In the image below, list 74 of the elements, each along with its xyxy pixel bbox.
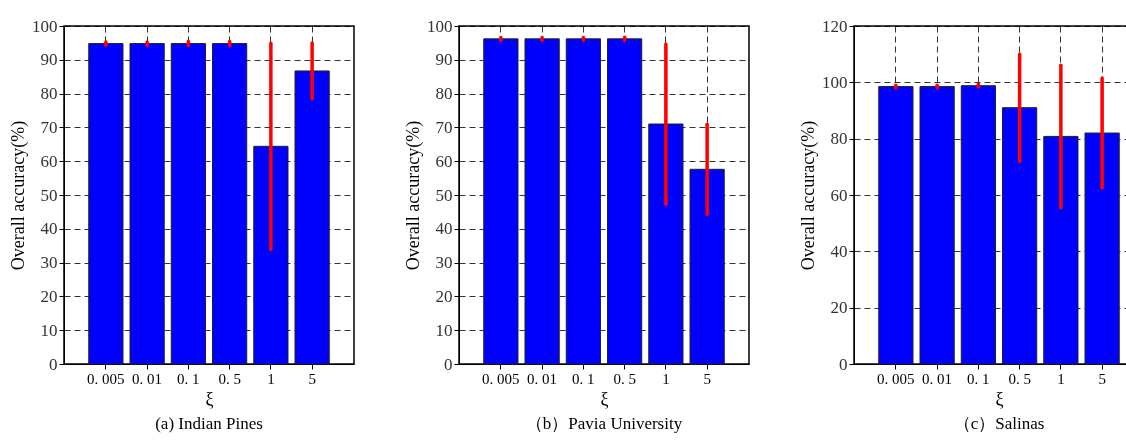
y-tick-label: 60 [435,151,453,171]
bar [88,43,124,365]
bar [170,43,206,365]
y-axis-title: Overall accuracy(%) [403,120,424,271]
bar [294,70,330,365]
y-tick-label: 100 [32,16,58,36]
y-tick-label: 70 [40,117,58,137]
x-tick-label: 1 [662,370,670,387]
y-tick-label: 40 [830,241,848,261]
x-tick-label: 1 [267,370,275,387]
bar [565,38,601,365]
x-axis-title: ξ [205,388,214,409]
x-tick-label: 5 [703,370,711,387]
y-tick-label: 10 [40,320,58,340]
y-tick-label: 80 [830,129,848,149]
bar [960,85,996,365]
x-tick-label: 0. 5 [218,370,241,387]
x-tick-label: 0. 5 [1008,370,1031,387]
y-tick-label: 70 [435,117,453,137]
bar [212,43,248,365]
y-tick-label: 0 [49,354,58,374]
x-tick-label: 0. 01 [132,370,163,387]
x-tick-label: 0. 005 [482,370,520,387]
bar [689,168,725,365]
x-tick-label: 0. 005 [877,370,915,387]
bar [524,38,560,365]
y-tick-label: 40 [40,219,58,239]
y-tick-label: 100 [427,16,453,36]
x-tick-label: 0. 5 [613,370,636,387]
y-tick-label: 0 [444,354,453,374]
bar [1002,107,1038,365]
y-tick-label: 20 [40,286,58,306]
text: (a) Indian Pines [155,414,263,433]
y-tick-label: 90 [40,50,58,70]
y-tick-label: 60 [830,185,848,205]
y-tick-label: 0 [839,354,848,374]
y-tick-label: 30 [435,253,453,273]
x-tick-label: 0. 01 [527,370,558,387]
bar [607,38,643,365]
y-tick-label: 100 [822,72,848,92]
x-tick-label: 0. 1 [177,370,200,387]
y-tick-label: 20 [435,286,453,306]
y-axis-title: Overall accuracy(%) [8,120,29,271]
bar [129,43,165,365]
text: （c）Salinas [953,414,1045,433]
x-tick-label: 1 [1057,370,1065,387]
bar [648,123,684,365]
x-tick-label: 5 [308,370,316,387]
x-tick-label: 0. 01 [922,370,953,387]
bar [483,38,519,365]
x-tick-label: 0. 005 [87,370,125,387]
x-tick-label: 5 [1098,370,1106,387]
y-tick-label: 80 [435,84,453,104]
text: （b）Pavia University [525,414,683,433]
x-axis-title: ξ [995,388,1004,409]
y-tick-label: 40 [435,219,453,239]
bar [253,145,289,365]
x-axis-title: ξ [600,388,609,409]
y-tick-label: 50 [40,185,58,205]
y-tick-label: 120 [822,16,848,36]
y-tick-label: 50 [435,185,453,205]
y-tick-label: 30 [40,253,58,273]
y-tick-label: 60 [40,151,58,171]
bar [919,86,955,365]
y-tick-label: 80 [40,84,58,104]
y-tick-label: 20 [830,298,848,318]
bar [1043,135,1079,365]
y-axis-title: Overall accuracy(%) [798,120,819,271]
x-tick-label: 0. 1 [572,370,595,387]
x-tick-label: 0. 1 [967,370,990,387]
bar [878,86,914,365]
y-tick-label: 10 [435,320,453,340]
bar [1084,132,1120,365]
y-tick-label: 90 [435,50,453,70]
